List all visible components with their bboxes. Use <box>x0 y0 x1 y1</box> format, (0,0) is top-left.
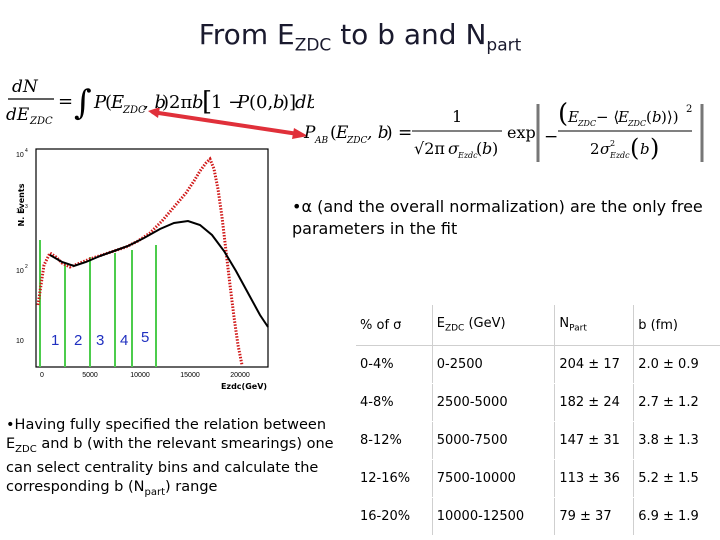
svg-text:− ⟨: − ⟨ <box>596 108 619 126</box>
ezdc-distribution-plot: N. Events 104 103 102 10 0 5000 10000 15… <box>16 148 269 391</box>
bin-label: 2 <box>74 332 82 349</box>
svg-text:1: 1 <box>452 107 462 126</box>
header-npart: NPart <box>554 305 634 346</box>
y-tick-label: 10 <box>16 152 24 159</box>
svg-text:ZDC: ZDC <box>122 105 146 116</box>
svg-text:2: 2 <box>686 104 692 115</box>
x-tick-label: 5000 <box>82 372 98 379</box>
svg-text:b: b <box>192 92 204 113</box>
svg-text:[: [ <box>202 87 212 117</box>
svg-text:exp: exp <box>507 123 536 142</box>
x-tick-label: 20000 <box>230 372 250 379</box>
centrality-selection-note: •Having fully specified the relation bet… <box>6 417 334 498</box>
x-tick-label: 0 <box>40 372 44 379</box>
svg-text:b: b <box>273 92 285 113</box>
centrality-table: % of σ EZDC (GeV) NPart b (fm) 0-4% 0-250… <box>356 305 720 535</box>
fit-parameters-note: •α (and the overall normalization) are t… <box>292 197 703 238</box>
table-row: 16-20% 10000-12500 79 ± 37 6.9 ± 1.9 <box>356 497 720 535</box>
svg-text:=: = <box>58 91 73 112</box>
svg-text:)2π: )2π <box>162 92 192 113</box>
svg-text:(: ( <box>646 108 652 126</box>
svg-text:): ) <box>492 139 498 158</box>
svg-text:E: E <box>567 108 579 126</box>
table-row: 4-8% 2500-5000 182 ± 24 2.7 ± 1.2 <box>356 383 720 422</box>
svg-text:1 −: 1 − <box>211 92 243 113</box>
y-tick-label: 10 <box>16 268 24 275</box>
svg-text:3: 3 <box>25 204 28 210</box>
svg-text:b: b <box>482 139 492 158</box>
x-tick-label: 15000 <box>180 372 200 379</box>
svg-text:2: 2 <box>25 264 28 270</box>
svg-text:P: P <box>236 92 250 113</box>
svg-text:∫: ∫ <box>74 83 92 123</box>
svg-text:, b: , b <box>143 92 166 113</box>
svg-text:) =: ) = <box>386 123 412 143</box>
y-tick-label: 10 <box>16 338 24 345</box>
slide-title: From EZDC to b and Npart <box>198 18 522 56</box>
bin-label: 3 <box>96 332 104 349</box>
svg-text:)⟩): )⟩) <box>661 108 679 126</box>
svg-text:AB: AB <box>314 136 328 146</box>
table-row: 12-16% 7500-10000 113 ± 36 5.2 ± 1.5 <box>356 459 720 498</box>
y-tick-label: 10 <box>16 208 24 215</box>
svg-text:db: db <box>295 92 314 113</box>
table-row: 0-4% 0-2500 204 ± 17 2.0 ± 0.9 <box>356 345 720 384</box>
svg-text:ZDC: ZDC <box>346 136 367 146</box>
svg-text:(: ( <box>558 100 568 129</box>
formula-pab: P AB ( E ZDC , b ) = 1 √2π σ Ezdc ( b ) … <box>303 100 704 162</box>
svg-text:dN: dN <box>12 77 39 97</box>
svg-text:P: P <box>93 92 107 113</box>
svg-text:Ezdc: Ezdc <box>609 151 630 160</box>
formula-dn-dezdc: dN dE ZDC = ∫ P ( E ZDC , b )2π b [ 1 − … <box>6 77 314 127</box>
x-tick-label: 10000 <box>130 372 150 379</box>
header-percent-sigma: % of σ <box>356 305 433 346</box>
svg-text:E: E <box>617 108 629 126</box>
svg-text:Ezdc: Ezdc <box>457 151 478 160</box>
svg-text:σ: σ <box>600 140 611 158</box>
svg-text:−: − <box>544 127 558 147</box>
svg-text:ZDC: ZDC <box>577 119 596 128</box>
svg-text:ZDC: ZDC <box>29 116 53 127</box>
svg-text:)]: )] <box>282 92 296 113</box>
header-ezdc: EZDC (GeV) <box>431 305 555 346</box>
svg-text:b: b <box>652 108 662 126</box>
svg-text:(: ( <box>630 134 639 162</box>
svg-text:(0,: (0, <box>249 92 273 113</box>
svg-text:4: 4 <box>25 148 28 154</box>
svg-text:b: b <box>640 140 650 158</box>
svg-text:σ: σ <box>448 139 460 158</box>
svg-text:, b: , b <box>367 123 389 143</box>
svg-text:E: E <box>335 123 349 143</box>
x-axis-label: Ezdc(GeV) <box>221 382 267 391</box>
arrow-icon <box>148 108 308 139</box>
svg-text:P: P <box>303 123 316 143</box>
svg-text:2: 2 <box>590 140 600 158</box>
y-axis-label: N. Events <box>17 183 26 226</box>
svg-text:√2π: √2π <box>414 139 445 158</box>
svg-text:2: 2 <box>610 139 615 148</box>
svg-text:ZDC: ZDC <box>627 119 646 128</box>
table-row: 8-12% 5000-7500 147 ± 31 3.8 ± 1.3 <box>356 421 720 460</box>
svg-text:(: ( <box>476 139 482 158</box>
bin-label: 5 <box>141 329 149 346</box>
svg-text:(: ( <box>105 92 112 113</box>
bin-label: 4 <box>120 332 128 349</box>
table-header-row: % of σ EZDC (GeV) NPart b (fm) <box>356 305 720 346</box>
svg-text:): ) <box>650 134 659 162</box>
svg-text:E: E <box>110 92 124 113</box>
svg-text:(: ( <box>330 123 337 143</box>
bin-label: 1 <box>51 332 59 349</box>
svg-text:dE: dE <box>6 105 30 125</box>
header-b: b (fm) <box>633 305 720 346</box>
